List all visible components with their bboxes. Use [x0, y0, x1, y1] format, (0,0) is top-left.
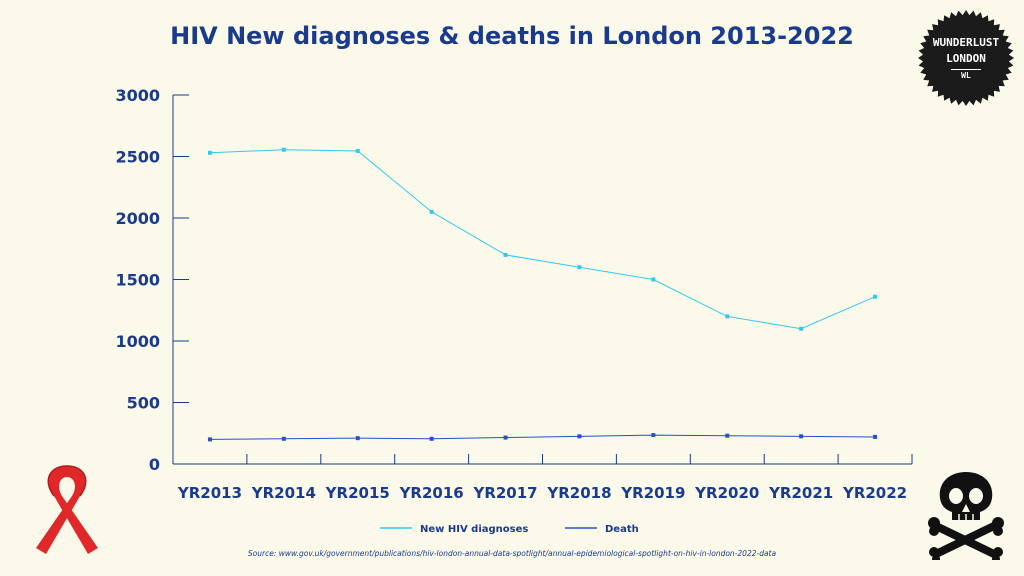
x-tick-label: YR2016 — [399, 484, 464, 502]
data-point — [873, 434, 878, 439]
x-tick-label: YR2020 — [694, 484, 759, 502]
data-point — [281, 147, 286, 152]
data-point — [873, 294, 878, 299]
red-ribbon-icon — [36, 465, 98, 554]
legend-label-0: New HIV diagnoses — [420, 524, 528, 535]
data-point — [651, 433, 656, 438]
y-tick-label: 0 — [149, 455, 160, 474]
data-point — [281, 436, 286, 441]
x-tick-labels: YR2013 YR2014 YR2015 YR2016 YR2017 YR2018 YR20… — [177, 484, 907, 502]
x-tick-label: YR2013 — [177, 484, 242, 502]
data-point — [429, 209, 434, 214]
x-tick-label: YR2018 — [546, 484, 611, 502]
y-tick-label: 3000 — [115, 86, 160, 105]
x-tick-label: YR2015 — [325, 484, 390, 502]
data-point — [207, 150, 212, 155]
chart-title: HIV New diagnoses & deaths in London 201… — [170, 22, 854, 50]
wunderlust-london-badge: WUNDERLUST LONDON WL — [916, 8, 1016, 108]
x-tick-label: YR2022 — [842, 484, 907, 502]
y-tick-label: 1000 — [115, 332, 160, 351]
data-point — [725, 314, 730, 319]
data-point — [355, 436, 360, 441]
y-tick-labels: 0 500 1000 1500 2000 2500 3000 — [115, 86, 160, 474]
skull-crossbones-icon — [928, 472, 1004, 560]
data-point — [207, 437, 212, 442]
series-lines — [207, 147, 878, 442]
badge-line-2: LONDON — [946, 51, 986, 65]
badge-line-3: WL — [961, 70, 971, 80]
data-point — [503, 252, 508, 257]
data-point — [577, 265, 582, 270]
data-point — [429, 436, 434, 441]
legend-label-1: Death — [605, 524, 639, 535]
badge-line-1: WUNDERLUST — [932, 35, 1000, 49]
data-point — [503, 435, 508, 440]
y-tick-label: 500 — [127, 394, 160, 413]
data-point — [725, 433, 730, 438]
x-tick-label: YR2017 — [472, 484, 537, 502]
x-tick-label: YR2019 — [620, 484, 685, 502]
data-point — [799, 434, 804, 439]
badge-seal-icon — [918, 10, 1014, 106]
y-tick-label: 2500 — [115, 148, 160, 167]
data-point — [651, 277, 656, 282]
y-tick-label: 1500 — [115, 271, 160, 290]
chart-legend: New HIV diagnoses Death — [380, 524, 639, 535]
series-line-1 — [209, 434, 876, 440]
source-note: Source: www.gov.uk/government/publicatio… — [247, 549, 777, 558]
data-point — [355, 148, 360, 153]
chart-axes — [172, 94, 913, 465]
data-point — [799, 326, 804, 331]
y-tick-label: 2000 — [115, 209, 160, 228]
x-tick-label: YR2014 — [251, 484, 316, 502]
x-tick-label: YR2021 — [768, 484, 833, 502]
series-line-0 — [209, 149, 876, 330]
data-point — [577, 434, 582, 439]
